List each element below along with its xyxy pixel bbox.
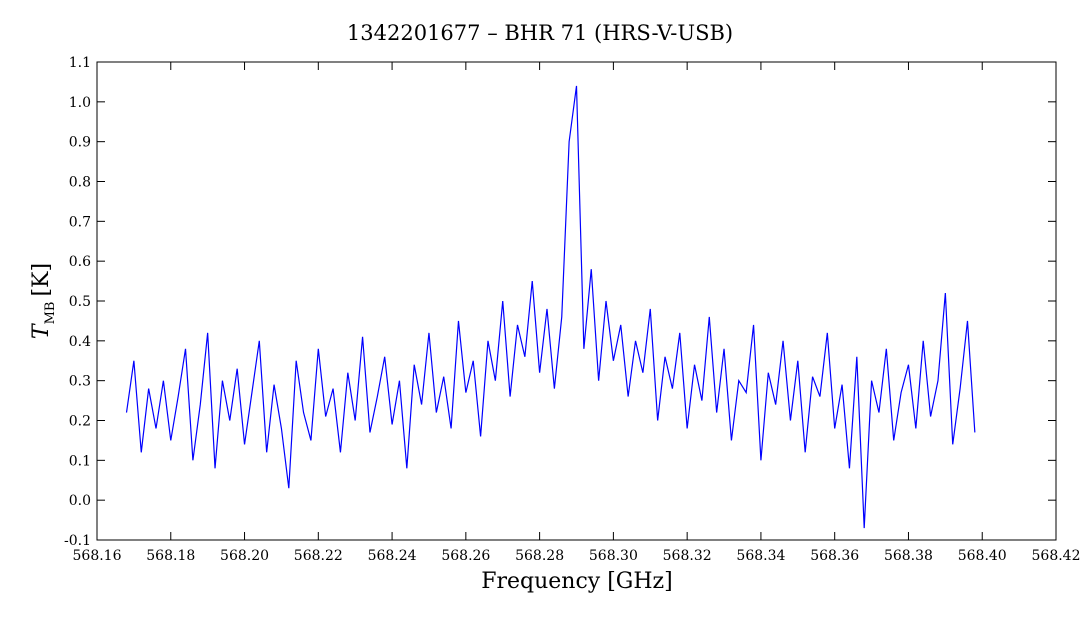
spectrum-line: [125, 85, 976, 529]
y-tick-label: -0.1: [64, 533, 91, 549]
y-tick-label: 0.2: [69, 414, 91, 430]
x-tick-label: 568.28: [515, 548, 564, 564]
plot-frame: [96, 61, 1057, 541]
chart-title: 1342201677 – BHR 71 (HRS-V-USB): [347, 21, 733, 45]
x-tick-label: 568.40: [958, 548, 1007, 564]
y-label-symbol: T: [29, 322, 54, 339]
y-label-subscript: MB: [43, 302, 58, 325]
x-tick-label: 568.36: [810, 548, 859, 564]
x-tick-label: 568.32: [663, 548, 712, 564]
y-tick-label: 0.0: [69, 493, 91, 509]
x-tick-label: 568.16: [73, 548, 122, 564]
y-tick-label: 0.8: [69, 175, 91, 191]
x-axis-label: Frequency [GHz]: [481, 569, 673, 594]
x-tick-label: 568.20: [220, 548, 269, 564]
y-axis-label: TMB [K]: [29, 263, 58, 339]
x-tick-label: 568.30: [589, 548, 638, 564]
x-tick-label: 568.34: [736, 548, 785, 564]
x-tick-label: 568.22: [294, 548, 343, 564]
x-tick-label: 568.24: [368, 548, 417, 564]
x-tick-label: 568.42: [1032, 548, 1080, 564]
y-tick-label: 0.1: [69, 453, 91, 469]
y-tick-label: 0.5: [69, 294, 91, 310]
y-tick-label: 0.9: [69, 135, 91, 151]
y-tick-label: 0.6: [69, 254, 91, 270]
y-tick-label: 1.1: [69, 55, 91, 71]
x-tick-label: 568.38: [884, 548, 933, 564]
y-tick-label: 0.3: [69, 374, 91, 390]
y-tick-label: 0.4: [69, 334, 91, 350]
y-label-unit: [K]: [29, 263, 54, 297]
y-tick-label: 0.7: [69, 214, 91, 230]
x-tick-label: 568.26: [441, 548, 490, 564]
x-tick-label: 568.18: [146, 548, 195, 564]
y-tick-label: 1.0: [69, 95, 91, 111]
